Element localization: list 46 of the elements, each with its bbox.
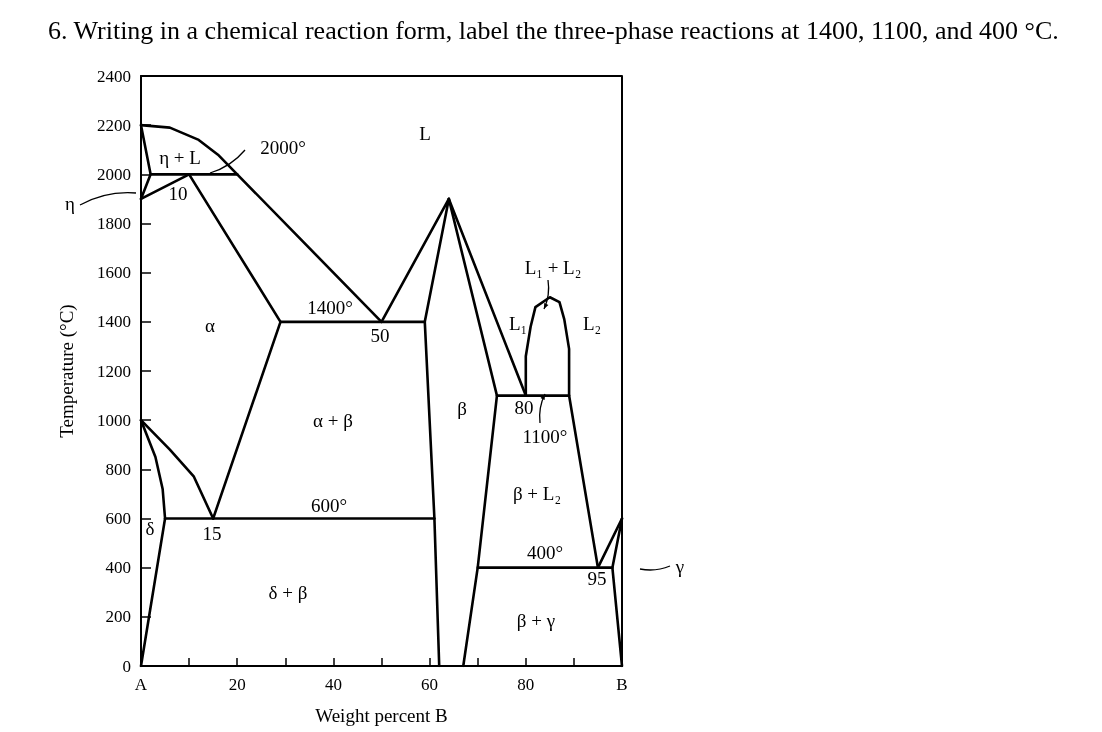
annotation: L₂ <box>582 312 602 334</box>
x-tick-label: 80 <box>517 675 535 694</box>
annotation: L₁ <box>508 312 528 334</box>
y-tick-label: 1600 <box>97 263 131 283</box>
annotation: 10 <box>168 182 188 204</box>
annotation: 600° <box>310 494 348 516</box>
text: η <box>65 192 75 214</box>
y-tick-label: 2000 <box>97 164 131 184</box>
annotation: 2000° <box>260 136 306 158</box>
annotation: L₁ + L₂ <box>524 256 582 278</box>
annotation: 400° <box>526 541 564 563</box>
x-tick-label: 60 <box>421 675 439 694</box>
annotation: 1400° <box>307 296 353 318</box>
y-tick-label: 1200 <box>97 361 131 381</box>
y-tick-label: 1000 <box>97 410 131 430</box>
y-tick-label: 1800 <box>97 214 131 233</box>
annotation: η + L <box>159 146 201 168</box>
y-tick-label: 0 <box>122 656 131 676</box>
annotation: β <box>457 397 467 419</box>
x-tick-label: 20 <box>228 675 246 694</box>
annotation: L <box>419 122 431 144</box>
y-axis-title: Temperature (°C) <box>56 304 78 438</box>
x-axis-title: Weight percent B <box>315 705 448 726</box>
annotation: α + β <box>313 409 353 431</box>
annotation: 15 <box>202 522 222 544</box>
y-tick-label: 400 <box>105 558 131 578</box>
annotation: 95 <box>587 567 607 589</box>
chart-title: 6. Writing in a chemical reaction form, label the three-phase reactions at 1400, 1100, and 400 °C. <box>48 16 1059 46</box>
annotation: 80 <box>514 396 534 418</box>
y-tick-label: 2200 <box>97 115 131 135</box>
x-tick-label: 40 <box>324 675 342 694</box>
annotation: β + γ <box>516 609 556 631</box>
text: γ <box>674 555 685 577</box>
annotation: δ <box>145 517 155 539</box>
y-tick-label: 200 <box>105 607 131 627</box>
annotation: α <box>205 314 216 336</box>
annotation: δ + β <box>268 581 308 603</box>
y-tick-label: 1400 <box>97 312 131 332</box>
annotation: β + L₂ <box>512 482 562 504</box>
annotation: 50 <box>370 324 390 346</box>
x-tick-label: B <box>616 675 628 694</box>
y-tick-label: 2400 <box>97 66 131 86</box>
y-tick-label: 600 <box>105 509 131 528</box>
x-tick-label: A <box>134 675 148 694</box>
y-tick-label: 800 <box>105 459 131 479</box>
annotation: 1100° <box>522 425 568 447</box>
